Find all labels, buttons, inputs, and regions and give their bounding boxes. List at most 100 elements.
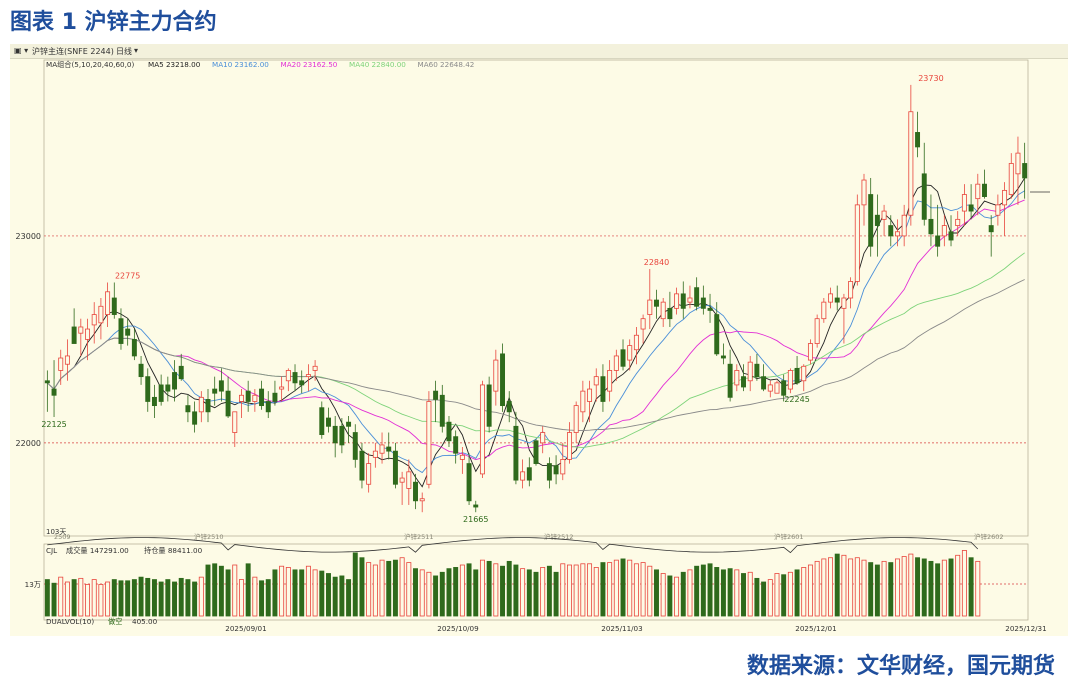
volume-bar — [145, 577, 151, 617]
volume-bar — [392, 559, 398, 617]
candle-body — [138, 363, 144, 378]
candle-body — [439, 394, 445, 427]
candle-body — [178, 365, 184, 380]
price-annotation: 22125 — [41, 420, 66, 429]
candle-body — [894, 231, 900, 237]
candle-body — [935, 235, 941, 247]
volume-bar — [546, 565, 552, 617]
candle-body — [828, 293, 834, 303]
volume-bar — [700, 564, 706, 617]
volume-bar — [908, 553, 914, 617]
price-annotation: 23730 — [918, 74, 943, 83]
candle-body — [687, 297, 693, 303]
volume-bar — [935, 563, 941, 617]
volume-bar — [613, 559, 619, 617]
candle-body — [868, 194, 874, 247]
candle-body — [674, 293, 680, 309]
volume-bar — [874, 564, 880, 617]
candle-body — [714, 314, 720, 355]
candle-body — [105, 291, 111, 315]
volume-bar — [834, 553, 840, 617]
volume-bar — [151, 579, 157, 617]
candle-body — [51, 388, 57, 396]
candle-body — [272, 392, 278, 402]
candle-body — [98, 305, 104, 324]
chart-menu-icon[interactable]: ▣ ▾ — [14, 46, 29, 55]
volume-bar — [526, 569, 532, 617]
candle-body — [158, 384, 164, 402]
candle-body — [205, 399, 211, 413]
contract-mark: 沪锌2602 — [974, 532, 1004, 541]
candle-body — [968, 204, 974, 212]
period-label[interactable]: 日线 — [116, 47, 132, 56]
volume-bar — [125, 580, 131, 617]
volume-bar — [781, 574, 787, 617]
chart-toolbar: ▣ ▾ 沪锌主连(SNFE 2244) 日线 ▾ — [10, 44, 1068, 59]
volume-bar — [105, 581, 111, 617]
volume-bar — [533, 571, 539, 617]
volume-bar — [640, 562, 646, 617]
candle-body — [78, 326, 84, 334]
candlestick-chart[interactable]: 22000 23000 22775 22125 21665 22840 22245 23730… — [10, 44, 1068, 636]
volume-bar — [459, 564, 465, 617]
candle-body — [526, 467, 532, 481]
price-annotation: 21665 — [463, 515, 488, 524]
volume-bar — [379, 559, 385, 617]
volume-bar — [754, 577, 760, 617]
candle-body — [192, 411, 198, 425]
volume-bar — [366, 562, 372, 617]
volume-bar — [620, 558, 626, 617]
ma60-line — [46, 279, 1025, 432]
volume-bar — [633, 563, 639, 617]
candle-body — [787, 370, 793, 390]
candle-body — [131, 338, 137, 357]
candle-body — [520, 471, 526, 481]
candle-body — [982, 183, 987, 197]
volume-bar — [774, 573, 780, 617]
volume-bar — [720, 569, 726, 617]
volume-bar — [473, 569, 479, 617]
candle-body — [279, 386, 285, 390]
candle-body — [861, 179, 867, 206]
volume-bar — [259, 580, 265, 617]
volume-bar — [888, 562, 894, 617]
candle-body — [995, 204, 1001, 216]
volume-bar — [178, 577, 184, 617]
candle-body — [854, 204, 860, 282]
volume-bar — [734, 569, 740, 617]
volume-bar — [654, 569, 659, 617]
candle-body — [125, 328, 131, 336]
candle-body — [580, 390, 586, 413]
candle-body — [1008, 163, 1014, 195]
volume-bar — [941, 559, 947, 617]
candle-body — [399, 477, 405, 483]
candle-body — [961, 194, 967, 212]
volume-bar — [192, 581, 198, 617]
days-label: 103天 — [46, 528, 66, 536]
figure-title: 图表 1 沪锌主力合约 — [10, 10, 217, 35]
candle-body — [607, 370, 613, 392]
candle-body — [734, 370, 740, 386]
open-interest-line — [47, 537, 979, 554]
candle-body — [446, 421, 452, 442]
candle-body — [426, 401, 432, 485]
candle-body — [225, 390, 231, 417]
volume-bar — [138, 576, 144, 617]
contract-mark: 沪锌2510 — [194, 532, 224, 541]
symbol-label[interactable]: 沪锌主连(SNFE 2244) — [32, 47, 114, 56]
volume-bar — [406, 562, 412, 617]
dualvol-legend-value: 405.00 — [132, 617, 158, 626]
candle-body — [500, 353, 506, 407]
volume-bar — [707, 563, 713, 617]
volume-bar — [921, 558, 927, 617]
period-dropdown-icon[interactable]: ▾ — [134, 46, 139, 55]
candle-body — [700, 297, 706, 309]
volume-bar — [185, 579, 191, 617]
volume-bar — [346, 579, 352, 617]
candle-body — [814, 318, 820, 344]
volume-bar — [694, 565, 700, 617]
candle-body — [165, 384, 171, 392]
candle-body — [1015, 152, 1021, 175]
volume-bar — [158, 581, 164, 617]
ma-legend-item: MA20 23162.50 — [281, 60, 338, 69]
